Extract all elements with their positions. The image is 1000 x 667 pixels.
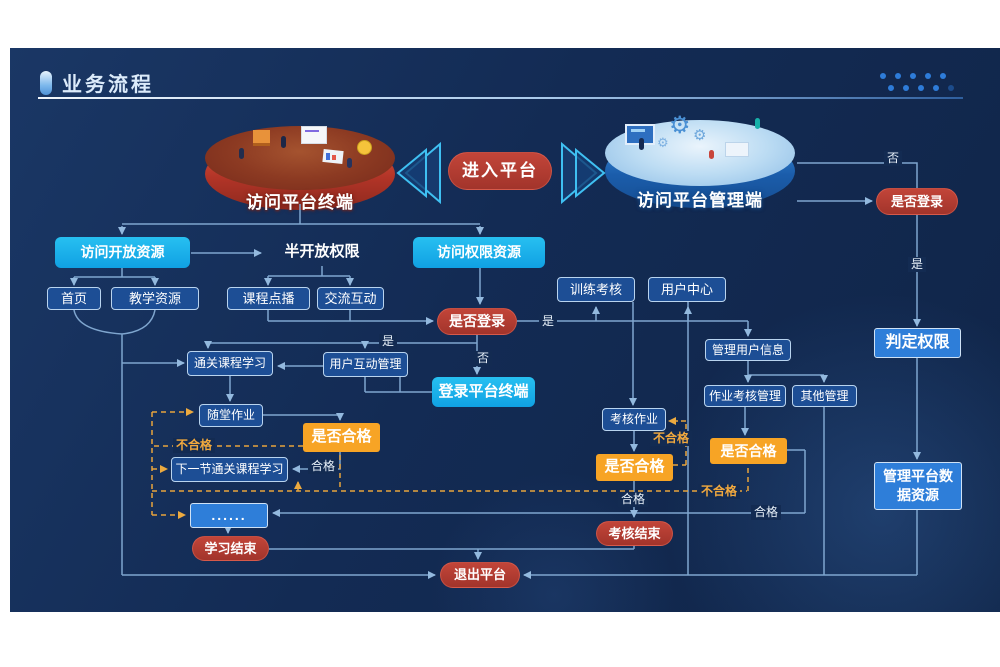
edge-label-yes: 是 (379, 334, 398, 349)
node-next-course: 下一节通关课程学习 (171, 457, 288, 482)
edge-label-no: 否 (474, 351, 493, 366)
node-login-terminal: 登录平台终端 (432, 377, 535, 407)
node-user-center: 用户中心 (648, 277, 726, 302)
node-open-resources: 访问开放资源 (55, 237, 190, 268)
node-teaching-resources: 教学资源 (111, 287, 199, 310)
person-icon (755, 118, 760, 129)
node-ellipsis: ...... (190, 503, 268, 528)
node-course-ondemand: 课程点播 (227, 287, 310, 310)
node-exit-platform: 退出平台 (440, 562, 520, 588)
title-pill-icon (40, 70, 52, 95)
node-training-assess: 训练考核 (557, 277, 635, 302)
gear-icon: ⚙ (693, 127, 707, 144)
edge-label-fail: 不合格 (173, 438, 216, 453)
node-permission-resources: 访问权限资源 (413, 237, 545, 268)
node-pass-check-1: 是否合格 (303, 423, 380, 452)
node-pass-course-learning: 通关课程学习 (187, 351, 273, 376)
node-user-interaction-mgmt: 用户互动管理 (323, 352, 408, 377)
box-icon (253, 130, 270, 146)
node-learning-end: 学习结束 (192, 536, 269, 561)
chart-bar-icon (326, 153, 330, 160)
person-icon (281, 136, 286, 148)
chevrons-left-icon (396, 141, 441, 205)
whiteboard-icon (301, 126, 327, 144)
screen-line-icon (631, 129, 645, 132)
node-manage-platform-data: 管理平台数据资源 (874, 462, 962, 510)
node-login-check-left: 是否登录 (437, 308, 517, 335)
node-login-check-right: 是否登录 (876, 188, 958, 215)
admin-platform-illustration: ⚙ ⚙ ⚙ 访问平台管理端 (605, 112, 795, 216)
page-title: 业务流程 (62, 74, 154, 96)
node-pass-check-2: 是否合格 (596, 454, 673, 481)
edge-label-fail: 不合格 (698, 484, 741, 499)
node-manage-user-info: 管理用户信息 (705, 339, 791, 361)
node-assess-homework: 考核作业 (602, 408, 666, 431)
title-underline (38, 97, 963, 99)
node-homework-assess-mgmt: 作业考核管理 (704, 385, 786, 407)
person-icon (709, 150, 714, 159)
coin-icon (357, 140, 372, 155)
edge-label-pass: 合格 (618, 492, 649, 507)
node-interaction: 交流互动 (317, 287, 384, 310)
node-other-mgmt: 其他管理 (792, 385, 857, 407)
enter-platform-button: 进入平台 (448, 152, 552, 190)
edge-label-no: 否 (884, 151, 903, 166)
admin-platform-label: 访问平台管理端 (637, 191, 763, 210)
dots-decoration (880, 73, 954, 97)
edge-label-yes: 是 (539, 314, 558, 329)
node-home: 首页 (47, 287, 101, 310)
chart-bar-icon (332, 155, 336, 160)
node-pass-check-3: 是否合格 (710, 438, 787, 464)
gear-icon: ⚙ (657, 135, 669, 150)
edge-label-pass: 合格 (308, 459, 339, 474)
person-icon (347, 158, 352, 168)
terminal-platform-label: 访问平台终端 (246, 193, 354, 212)
chevrons-right-icon (561, 141, 606, 205)
gear-icon: ⚙ (669, 112, 691, 139)
edge-label-yes: 是 (908, 257, 927, 272)
node-semi-open-permission: 半开放权限 (284, 243, 360, 261)
edge-label-fail: 不合格 (650, 431, 693, 446)
node-class-homework: 随堂作业 (199, 404, 263, 427)
edge-label-pass: 合格 (751, 505, 782, 520)
node-assess-end: 考核结束 (596, 521, 673, 546)
terminal-platform-illustration: 访问平台终端 (205, 118, 395, 218)
person-icon (239, 148, 244, 159)
laptop-icon (725, 142, 749, 157)
screen-line-icon (305, 130, 319, 132)
node-judge-permission: 判定权限 (874, 328, 961, 358)
person-icon (639, 138, 644, 150)
